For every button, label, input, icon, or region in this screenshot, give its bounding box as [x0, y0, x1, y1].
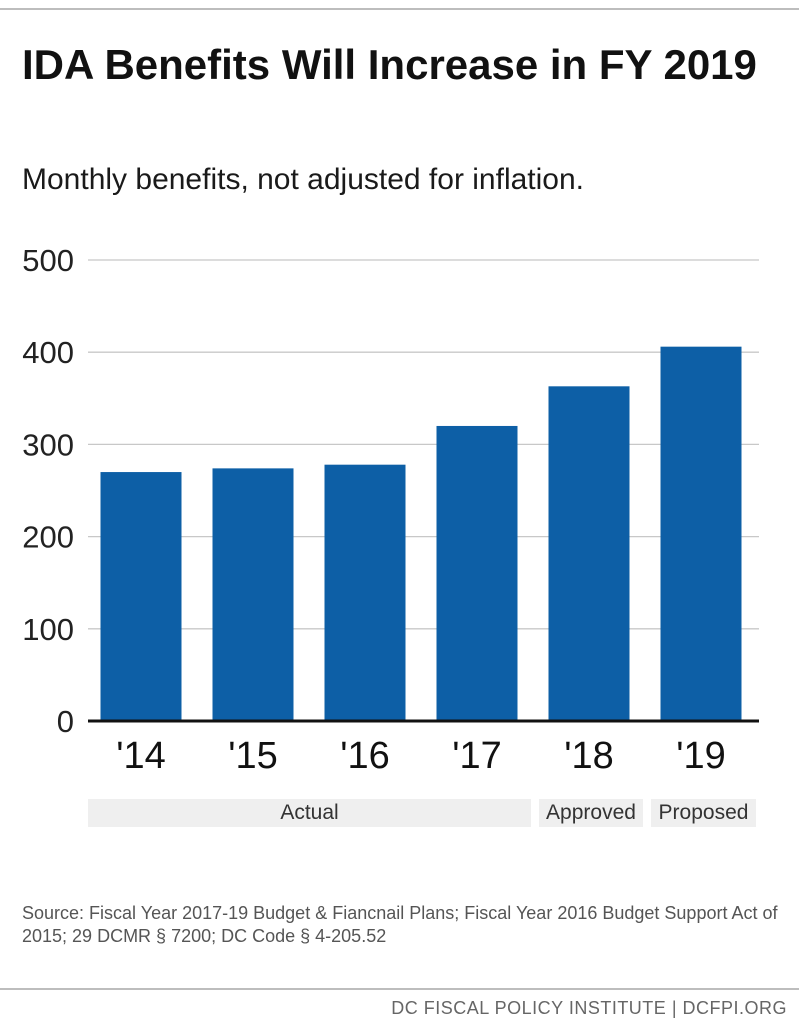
y-tick-label: 400: [22, 335, 74, 370]
group-band-proposed: Proposed: [651, 799, 756, 827]
bar: [100, 472, 182, 721]
x-tick-label: '19: [676, 735, 726, 777]
bar: [548, 386, 630, 721]
bottom-rule: [0, 988, 799, 990]
x-tick-label: '17: [452, 735, 502, 777]
bar-chart: 0 100 200 300 400 500 '14 '15 '16 '17 '18 '19: [22, 243, 759, 777]
x-tick-label: '16: [340, 735, 390, 777]
x-tick-label: '14: [116, 735, 166, 777]
y-tick-label: 100: [22, 612, 74, 647]
y-tick-label: 0: [57, 704, 74, 739]
y-axis-ticks: 0 100 200 300 400 500: [22, 243, 74, 739]
bars: [100, 346, 742, 721]
top-rule: [0, 8, 799, 10]
gridlines: [88, 259, 759, 630]
x-axis-ticks: '14 '15 '16 '17 '18 '19: [116, 735, 726, 777]
y-tick-label: 300: [22, 427, 74, 462]
bar: [212, 468, 294, 721]
chart-subtitle: Monthly benefits, not adjusted for infla…: [22, 163, 585, 196]
bar: [324, 464, 406, 721]
chart-title: IDA Benefits Will Increase in FY 2019: [22, 41, 757, 88]
bar: [436, 425, 518, 721]
x-tick-label: '18: [564, 735, 614, 777]
y-tick-label: 500: [22, 243, 74, 278]
group-band-actual: Actual: [88, 799, 531, 827]
x-tick-label: '15: [228, 735, 278, 777]
y-tick-label: 200: [22, 520, 74, 555]
footer-credit: DC FISCAL POLICY INSTITUTE | DCFPI.ORG: [391, 998, 787, 1018]
group-band-approved: Approved: [539, 799, 643, 827]
source-note: Source: Fiscal Year 2017-19 Budget & Fia…: [22, 903, 778, 946]
bar: [660, 346, 742, 721]
